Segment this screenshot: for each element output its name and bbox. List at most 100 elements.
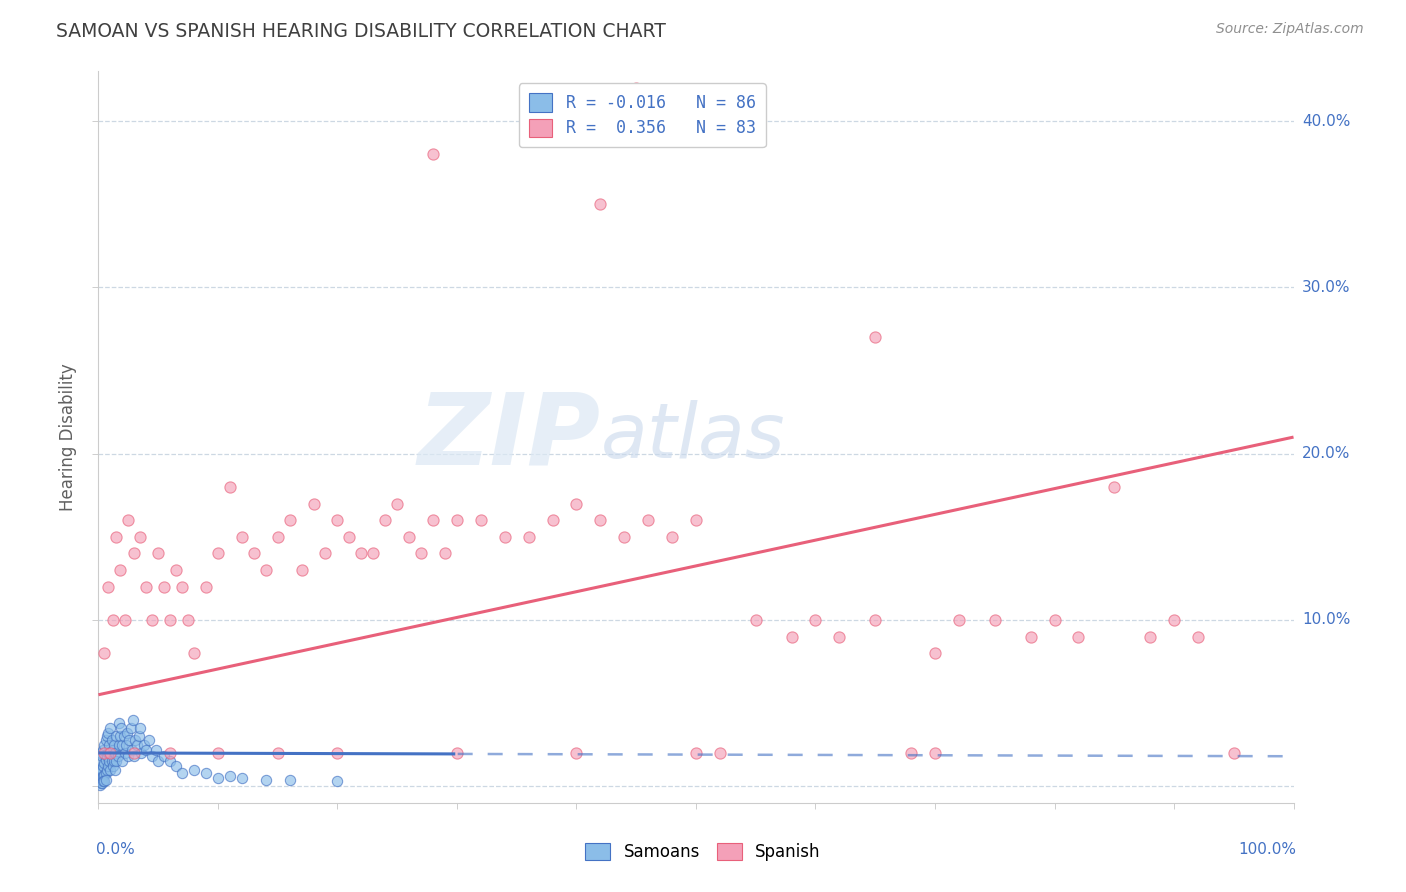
Point — [97, 580, 120, 594]
Point — [101, 613, 124, 627]
Point — [132, 738, 155, 752]
Point — [685, 513, 707, 527]
Point — [104, 763, 127, 777]
Text: Source: ZipAtlas.com: Source: ZipAtlas.com — [1216, 22, 1364, 37]
Point — [93, 746, 115, 760]
Point — [541, 513, 564, 527]
Point — [278, 772, 301, 787]
Point — [138, 732, 160, 747]
Point — [326, 746, 349, 760]
Point — [129, 721, 152, 735]
Point — [589, 197, 612, 211]
Legend: Samoans, Spanish: Samoans, Spanish — [579, 836, 827, 868]
Point — [97, 759, 120, 773]
Point — [96, 763, 118, 777]
Point — [267, 530, 290, 544]
Point — [110, 721, 132, 735]
Point — [107, 749, 129, 764]
Point — [177, 613, 200, 627]
Point — [159, 746, 181, 760]
Point — [207, 771, 229, 785]
Point — [637, 513, 659, 527]
Text: SAMOAN VS SPANISH HEARING DISABILITY CORRELATION CHART: SAMOAN VS SPANISH HEARING DISABILITY COR… — [56, 22, 666, 41]
Point — [89, 769, 111, 783]
Point — [107, 738, 129, 752]
Point — [91, 749, 114, 764]
Point — [326, 774, 349, 789]
Point — [91, 763, 114, 777]
Point — [91, 759, 114, 773]
Y-axis label: Hearing Disability: Hearing Disability — [59, 363, 77, 511]
Point — [828, 630, 851, 644]
Point — [565, 746, 588, 760]
Point — [685, 746, 707, 760]
Text: 30.0%: 30.0% — [1302, 280, 1350, 295]
Point — [121, 742, 143, 756]
Point — [1163, 613, 1185, 627]
Point — [117, 513, 139, 527]
Text: 40.0%: 40.0% — [1302, 114, 1350, 128]
Point — [98, 763, 122, 777]
Text: 100.0%: 100.0% — [1239, 842, 1296, 856]
Point — [97, 746, 120, 760]
Point — [93, 774, 115, 789]
Point — [125, 738, 148, 752]
Point — [326, 513, 349, 527]
Point — [105, 530, 128, 544]
Point — [120, 721, 142, 735]
Point — [131, 746, 153, 760]
Point — [900, 746, 922, 760]
Point — [89, 778, 111, 792]
Point — [1187, 630, 1209, 644]
Point — [153, 749, 176, 764]
Point — [589, 513, 612, 527]
Point — [103, 738, 125, 752]
Point — [111, 738, 134, 752]
Point — [254, 563, 277, 577]
Point — [114, 613, 136, 627]
Point — [195, 580, 218, 594]
Point — [159, 754, 181, 768]
Point — [411, 546, 433, 560]
Point — [141, 749, 163, 764]
Point — [96, 749, 118, 764]
Point — [98, 721, 122, 735]
Point — [98, 746, 122, 760]
Point — [363, 546, 385, 560]
Point — [91, 774, 114, 789]
Point — [118, 732, 141, 747]
Point — [100, 754, 122, 768]
Point — [254, 772, 277, 787]
Point — [183, 763, 205, 777]
Point — [1067, 630, 1090, 644]
Point — [613, 530, 636, 544]
Point — [117, 749, 139, 764]
Text: 0.0%: 0.0% — [96, 842, 135, 856]
Point — [207, 746, 229, 760]
Point — [565, 497, 588, 511]
Point — [422, 147, 444, 161]
Point — [89, 774, 111, 789]
Point — [207, 546, 229, 560]
Point — [129, 530, 152, 544]
Point — [91, 742, 114, 756]
Point — [124, 732, 146, 747]
Point — [183, 646, 205, 660]
Point — [90, 754, 112, 768]
Point — [93, 738, 115, 752]
Point — [745, 613, 768, 627]
Point — [1019, 630, 1042, 644]
Point — [231, 771, 253, 785]
Point — [94, 753, 117, 767]
Point — [96, 729, 118, 743]
Point — [93, 767, 115, 781]
Point — [1104, 480, 1126, 494]
Point — [172, 580, 194, 594]
Point — [93, 756, 115, 770]
Point — [100, 732, 122, 747]
Point — [90, 776, 112, 790]
Point — [145, 742, 167, 756]
Point — [93, 646, 115, 660]
Text: 20.0%: 20.0% — [1302, 446, 1350, 461]
Point — [350, 546, 373, 560]
